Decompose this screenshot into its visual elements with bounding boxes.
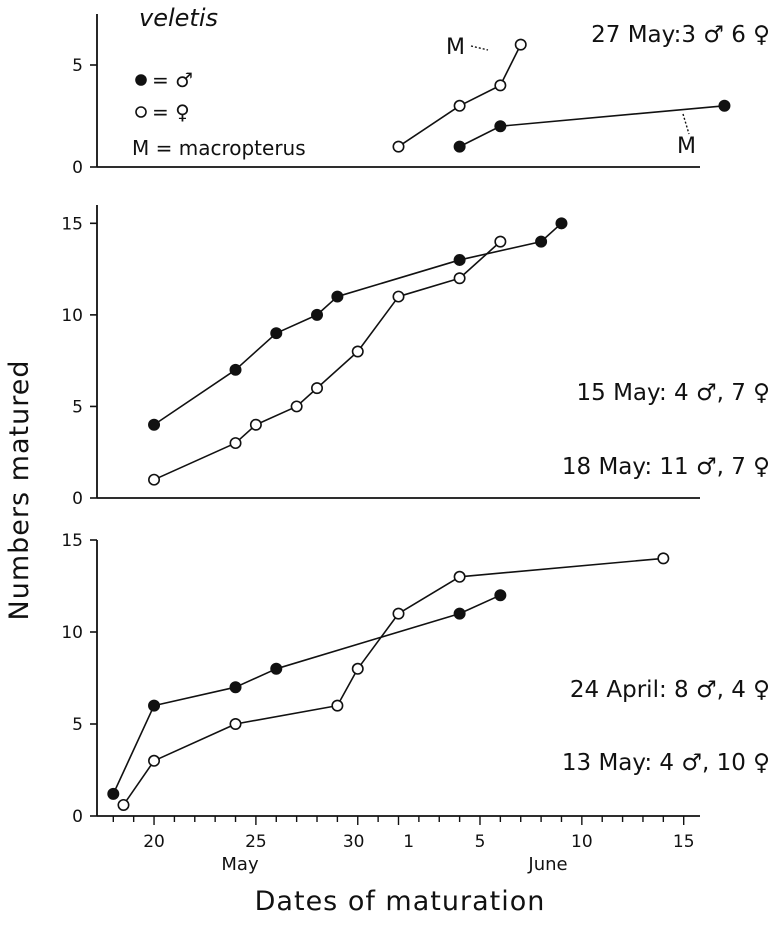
data-point-male [270,662,283,675]
data-point-female [657,552,670,565]
series-line-male [153,222,563,426]
series-line-female [153,241,501,481]
macropterus-leader-female [470,45,489,51]
data-point-male [453,140,466,153]
x-tick-label: 25 [245,832,267,852]
series-line-female [398,44,522,148]
data-point-male [494,589,507,602]
panel-bottom: 24 April: 8 ♂, 4 ♀ 13 May: 4 ♂, 10 ♀ 0 5 1… [61,531,770,852]
x-ticks: 20 25 30 1 5 10 15 [112,816,695,852]
x-tick-label: 1 [403,832,414,852]
macropterus-label-male: M [677,134,696,159]
data-point-female [351,662,364,675]
legend-male-marker [135,74,147,86]
month-label-june: June [527,854,567,875]
data-point-female [290,400,303,413]
data-point-female [117,798,130,811]
x-tick-label: 10 [571,832,593,852]
data-point-female [311,382,324,395]
x-axis-title: Dates of maturation [255,886,546,917]
y-tick-label: 10 [61,306,83,326]
data-point-female [331,699,344,712]
annotation-13-may: 13 May: 4 ♂, 10 ♀ [562,750,770,776]
annotation-18-may: 18 May: 11 ♂, 7 ♀ [562,454,770,480]
series-line-female [122,557,664,806]
data-point-female [229,717,242,730]
data-point-male [331,290,344,303]
data-point-male [535,235,548,248]
panel-middle: 15 May: 4 ♂, 7 ♀ 18 May: 11 ♂, 7 ♀ 0 5 10 1… [61,205,770,509]
data-point-male [453,253,466,266]
month-label-may: May [221,854,259,875]
data-point-female [392,607,405,620]
data-point-male [107,787,120,800]
data-point-male [270,327,283,340]
data-point-female [514,38,527,51]
y-tick-label: 5 [72,397,83,417]
y-tick-label: 0 [72,807,83,827]
data-point-male [555,217,568,230]
y-tick-label: 15 [61,531,83,551]
data-point-female [453,99,466,112]
legend-female-marker [135,106,147,118]
macropterus-label-female: M [446,35,465,60]
legend-female-label: = ♀ [152,100,190,124]
legend-male-label: = ♂ [152,68,193,92]
legend: = ♂ = ♀ M = macropterus [132,68,306,160]
data-point-male [718,99,731,112]
data-point-female [392,140,405,153]
data-point-male [494,120,507,133]
y-tick-label: 15 [61,214,83,234]
data-point-male [453,607,466,620]
x-tick-label: 15 [673,832,695,852]
data-point-female [392,290,405,303]
data-point-male [229,681,242,694]
annotation-15-may: 15 May: 4 ♂, 7 ♀ [577,380,771,406]
data-point-female [148,473,161,486]
panel-veletis: veletis = ♂ = ♀ M = macropterus 27 May:3… [72,4,770,178]
macropterus-leader-male [682,113,690,135]
x-tick-label: 5 [475,832,486,852]
data-point-female [148,754,161,767]
x-tick-label: 20 [143,832,165,852]
panel-title: veletis [139,4,218,32]
y-tick-label: 0 [72,158,83,178]
annotation-24-april: 24 April: 8 ♂, 4 ♀ [570,677,770,703]
data-point-female [494,79,507,92]
data-point-female [351,345,364,358]
data-point-female [229,437,242,450]
data-point-female [453,272,466,285]
data-point-male [229,363,242,376]
y-axis-title: Numbers matured [4,360,35,621]
legend-macropterus-key: M = macropterus [132,136,306,160]
data-point-male [311,308,324,321]
data-point-male [148,699,161,712]
data-point-female [453,570,466,583]
data-point-female [249,418,262,431]
data-point-female [494,235,507,248]
y-tick-label: 0 [72,489,83,509]
series-line-male [112,594,501,795]
y-tick-label: 5 [72,715,83,735]
x-tick-label: 30 [343,832,365,852]
annotation-27-may: 27 May:3 ♂ 6 ♀ [591,22,770,48]
y-tick-label: 5 [72,56,83,76]
data-point-male [148,418,161,431]
y-tick-label: 10 [61,623,83,643]
